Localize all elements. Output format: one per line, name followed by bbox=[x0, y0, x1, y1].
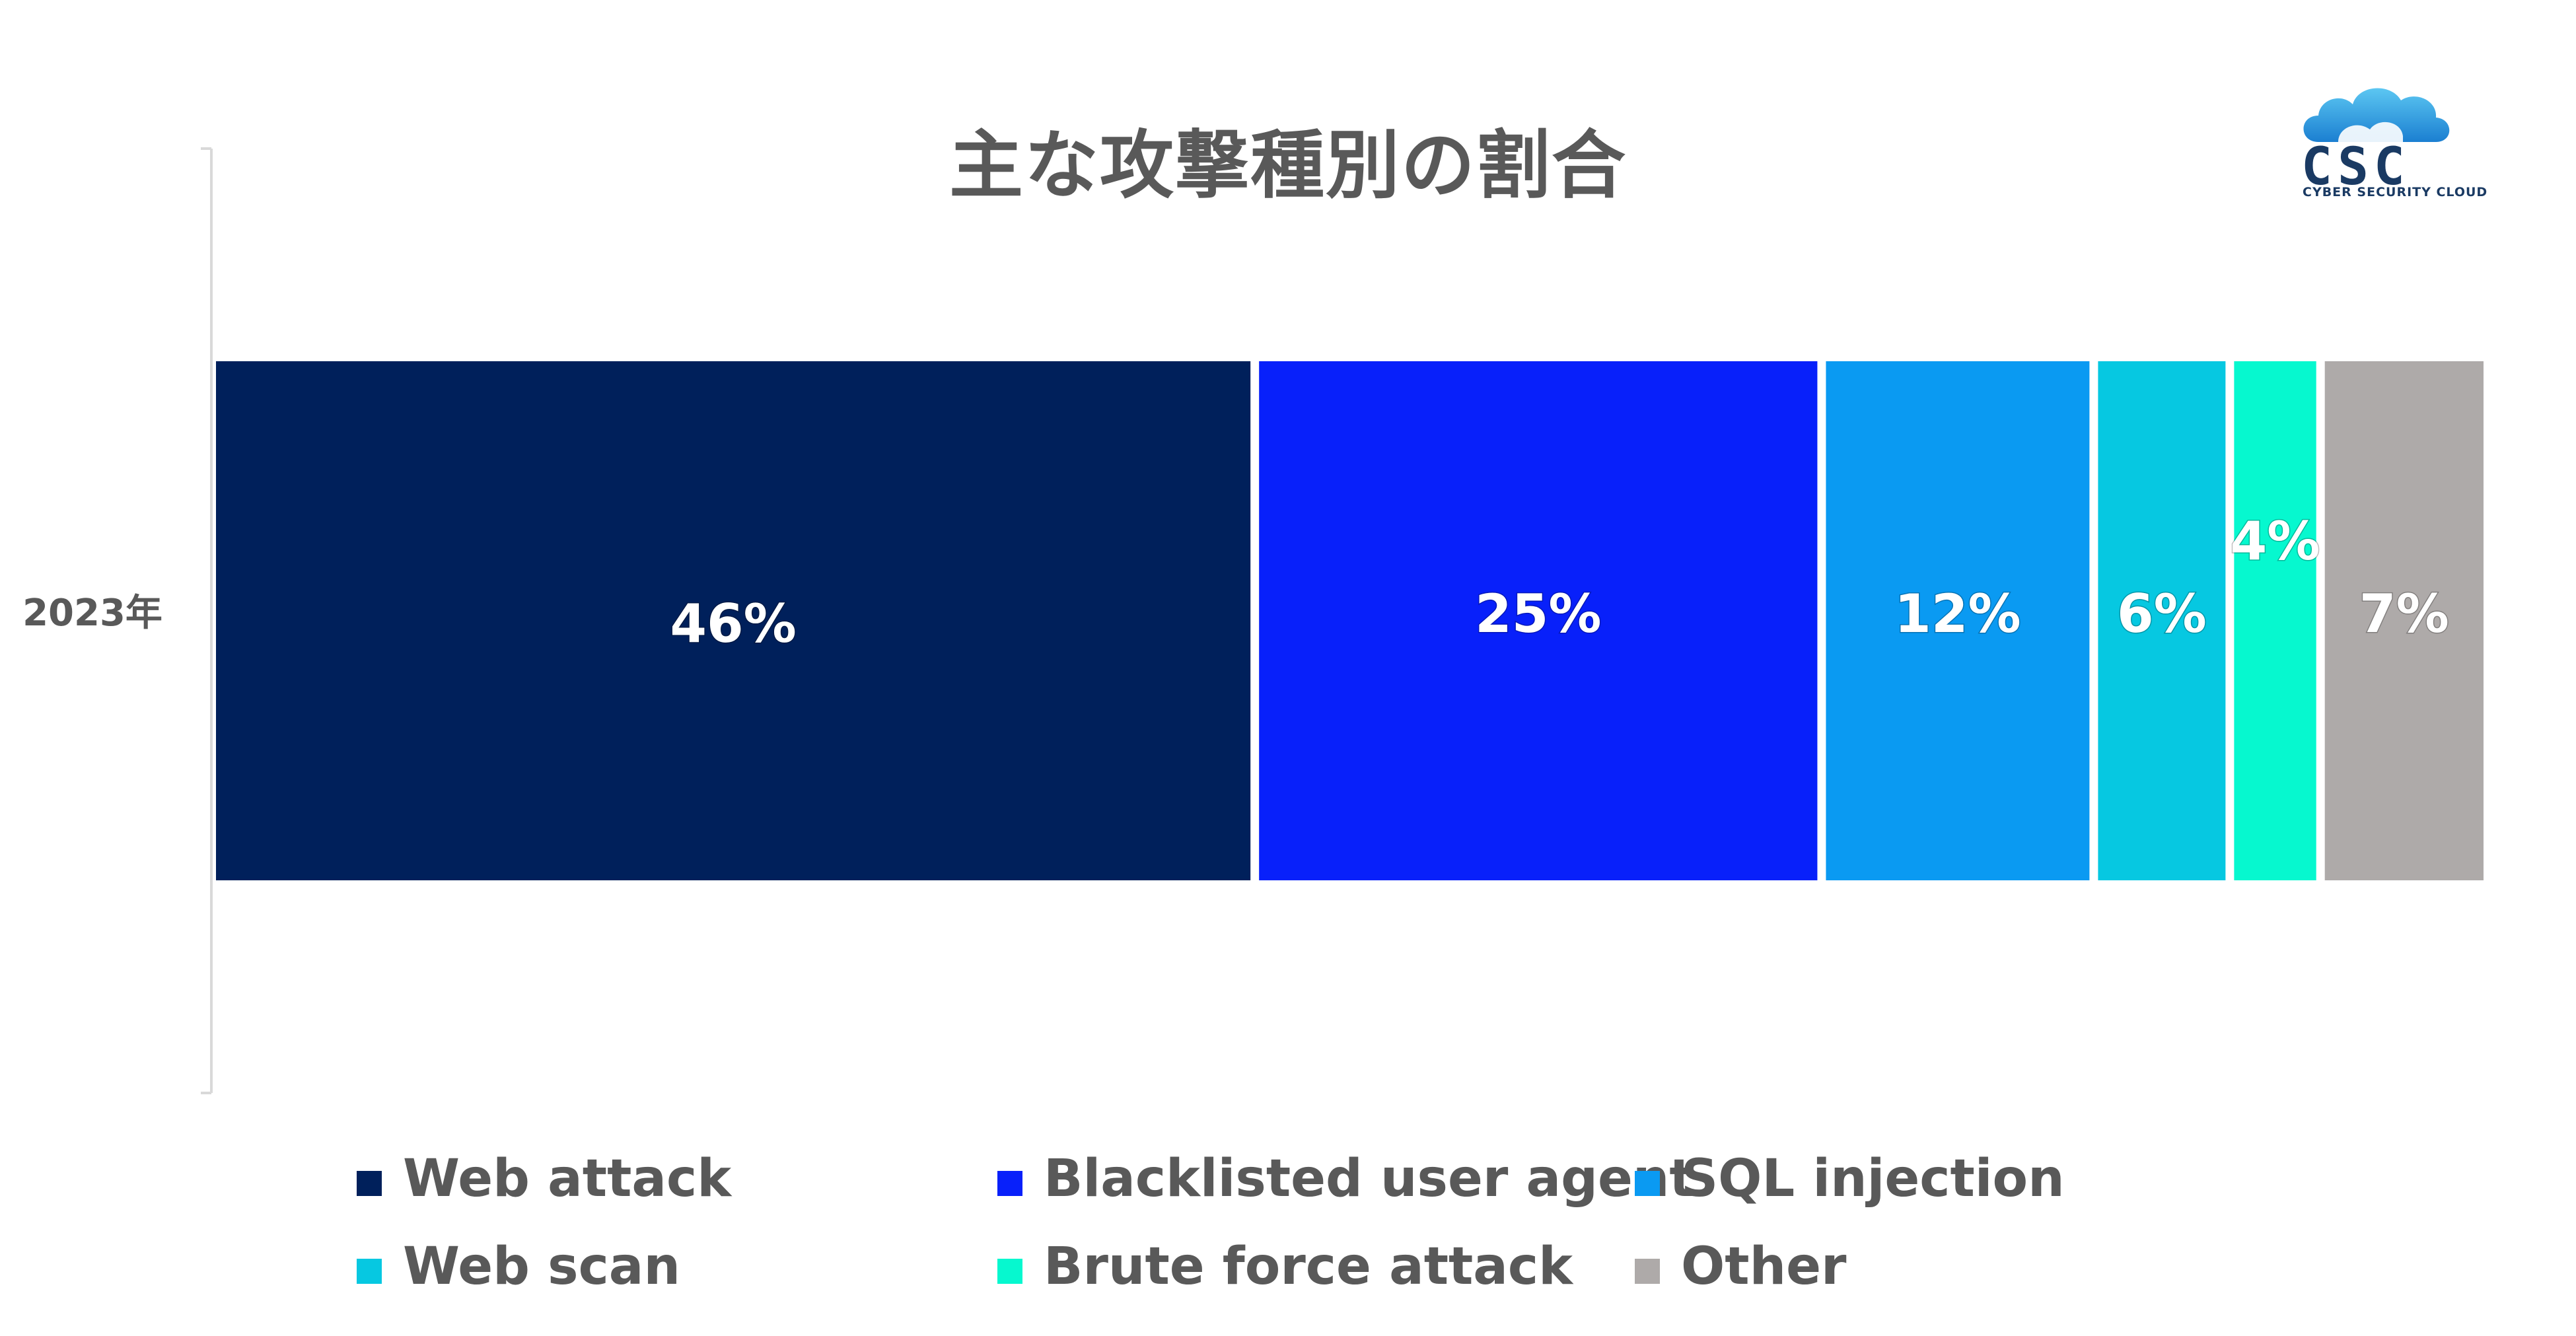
legend-label: Web attack bbox=[403, 1149, 732, 1209]
legend-swatch bbox=[1635, 1171, 1660, 1196]
legend-item: Web attack bbox=[357, 1149, 731, 1209]
cloud-icon bbox=[2303, 88, 2450, 142]
bar-segment bbox=[1259, 361, 1818, 880]
legend-label: SQL injection bbox=[1681, 1149, 2065, 1209]
data-label: 7% bbox=[2359, 583, 2449, 645]
bar-segment bbox=[2098, 361, 2226, 880]
legend-swatch bbox=[357, 1171, 382, 1196]
legend-item: Blacklisted user agent bbox=[997, 1149, 1694, 1209]
legend-swatch bbox=[1635, 1259, 1660, 1284]
bar-segment bbox=[2234, 361, 2316, 880]
csc-logo: CSC CYBER SECURITY CLOUD bbox=[2292, 79, 2487, 211]
legend-swatch bbox=[997, 1171, 1022, 1196]
logo-subtitle: CYBER SECURITY CLOUD bbox=[2303, 185, 2488, 199]
legend-label: Other bbox=[1681, 1237, 1847, 1296]
legend-swatch bbox=[357, 1259, 382, 1284]
logo-letters: CSC bbox=[2301, 137, 2410, 197]
bar-segment bbox=[2324, 361, 2484, 880]
legend-label: Blacklisted user agent bbox=[1044, 1149, 1694, 1209]
legend-swatch bbox=[997, 1259, 1022, 1284]
category-label: 2023年 bbox=[22, 592, 162, 635]
legend-label: Web scan bbox=[403, 1237, 680, 1296]
data-label: 25% bbox=[1475, 583, 1601, 645]
legend-item: Brute force attack bbox=[997, 1237, 1573, 1296]
data-label: 46% bbox=[670, 593, 796, 654]
legend-item: Other bbox=[1635, 1237, 1847, 1296]
bar-segment bbox=[216, 361, 1251, 880]
data-label: 12% bbox=[1894, 583, 2021, 645]
legend-item: Web scan bbox=[357, 1237, 680, 1296]
data-label: 6% bbox=[2117, 583, 2207, 645]
data-label: 4% bbox=[2231, 510, 2320, 572]
legend-item: SQL injection bbox=[1635, 1149, 2065, 1209]
legend: Web attack Blacklisted user agent SQL inje… bbox=[0, 1149, 2576, 1321]
bar-segment bbox=[1826, 361, 2090, 880]
legend-label: Brute force attack bbox=[1044, 1237, 1573, 1296]
chart-title: 主な攻撃種別の割合 bbox=[949, 123, 1627, 209]
